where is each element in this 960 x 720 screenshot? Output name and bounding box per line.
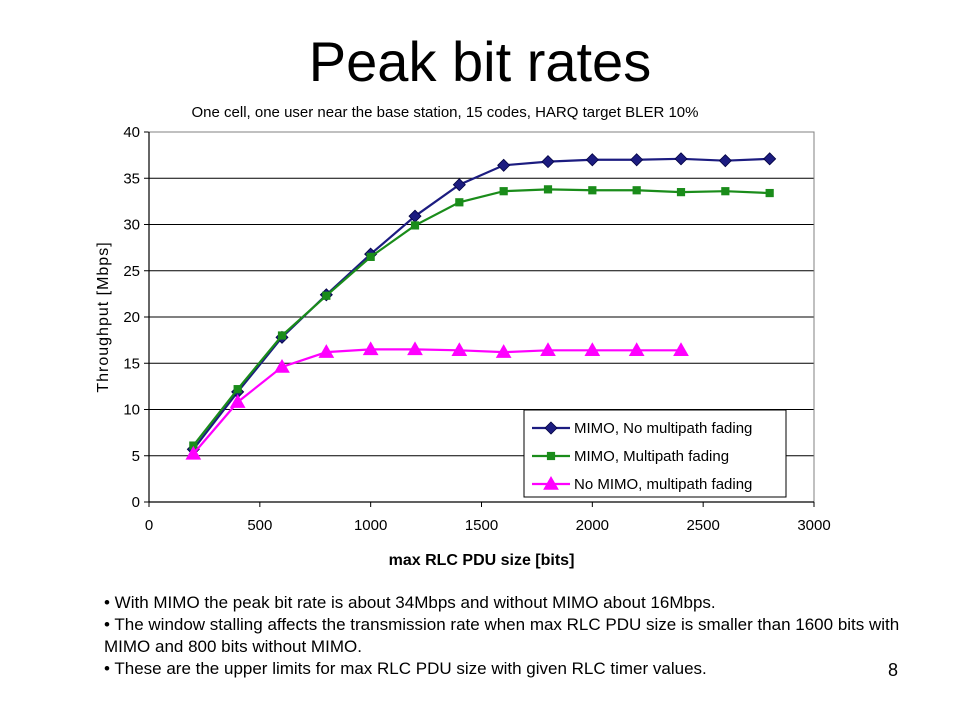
series-line (192, 157, 770, 450)
series-2 (189, 185, 774, 450)
data-point (585, 153, 599, 167)
y-tick-label: 35 (123, 170, 140, 187)
legend: MIMO, No multipath fading MIMO, Multipath… (523, 409, 787, 498)
legend-label: MIMO, No multipath fading (574, 420, 752, 437)
data-point (541, 155, 555, 169)
data-point (229, 394, 246, 408)
data-point (497, 158, 511, 172)
data-point (362, 341, 379, 356)
data-point (628, 342, 645, 357)
y-axis-title: Throughput [Mbps] (95, 241, 112, 392)
data-point (318, 344, 335, 358)
data-point (588, 186, 597, 195)
x-tick-label: 500 (247, 517, 272, 534)
y-tick-label: 10 (123, 402, 140, 419)
bullet-item: • The window stalling affects the transm… (104, 615, 900, 656)
data-point (673, 342, 689, 357)
slide-title: Peak bit rates (308, 30, 652, 93)
series-line (192, 348, 681, 455)
y-tick-label: 5 (132, 448, 140, 465)
legend-marker (543, 475, 559, 490)
y-tick-label: 30 (123, 217, 140, 234)
legend-box (523, 409, 787, 498)
data-point (495, 344, 512, 358)
data-point (718, 154, 732, 168)
series-line (192, 188, 770, 447)
data-point (499, 187, 508, 196)
y-tick-label: 20 (123, 309, 140, 326)
legend-marker (544, 421, 558, 435)
page-number: 8 (888, 660, 899, 680)
y-tick-label: 15 (123, 355, 140, 372)
data-point (543, 185, 553, 194)
data-point (274, 358, 290, 373)
x-tick-label: 0 (145, 517, 153, 534)
data-point (366, 252, 375, 261)
data-point (451, 342, 468, 357)
data-point (674, 152, 688, 166)
bullet-item: • These are the upper limits for max RLC… (104, 659, 707, 678)
data-point (584, 342, 601, 357)
data-point (185, 445, 202, 460)
x-axis-title: max RLC PDU size [bits] (389, 552, 575, 569)
data-point (407, 341, 423, 356)
legend-label: No MIMO, multipath fading (574, 476, 752, 493)
x-tick-label: 1500 (465, 517, 498, 534)
data-point (765, 188, 774, 198)
data-point (676, 188, 686, 197)
x-tick-label: 2000 (576, 517, 609, 534)
data-point (233, 385, 242, 394)
bullet-list: • With MIMO the peak bit rate is about 3… (104, 592, 904, 680)
data-point (540, 342, 556, 357)
legend-marker (546, 451, 556, 461)
series-3 (185, 341, 689, 460)
data-point (763, 152, 777, 166)
data-point (721, 187, 730, 196)
y-tick-label: 25 (123, 263, 140, 280)
x-tick-label: 1000 (354, 517, 387, 534)
x-tick-label: 3000 (797, 517, 830, 534)
data-point (630, 153, 644, 167)
data-point (277, 331, 287, 340)
y-tick-label: 0 (132, 494, 140, 511)
data-point (322, 291, 331, 300)
data-point (410, 221, 420, 230)
x-tick-label: 2500 (686, 517, 719, 534)
bullet-item: • With MIMO the peak bit rate is about 3… (104, 593, 716, 612)
y-tick-label: 40 (123, 124, 140, 141)
data-point (452, 178, 466, 192)
data-point (632, 186, 641, 195)
throughput-chart: 0 5 10 15 20 25 30 35 40 0 500 1000 1500 2000 2500 3000… (95, 124, 831, 569)
chart-title: One cell, one user near the base station… (191, 104, 699, 121)
data-point (455, 198, 464, 207)
legend-label: MIMO, Multipath fading (574, 448, 729, 465)
